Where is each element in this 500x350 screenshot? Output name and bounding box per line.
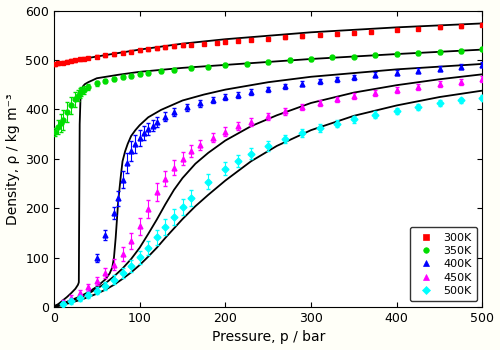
- Y-axis label: Density, ρ / kg m⁻³: Density, ρ / kg m⁻³: [6, 93, 20, 225]
- Legend: 300K, 350K, 400K, 450K, 500K: 300K, 350K, 400K, 450K, 500K: [410, 227, 477, 301]
- X-axis label: Pressure, p / bar: Pressure, p / bar: [212, 330, 325, 344]
